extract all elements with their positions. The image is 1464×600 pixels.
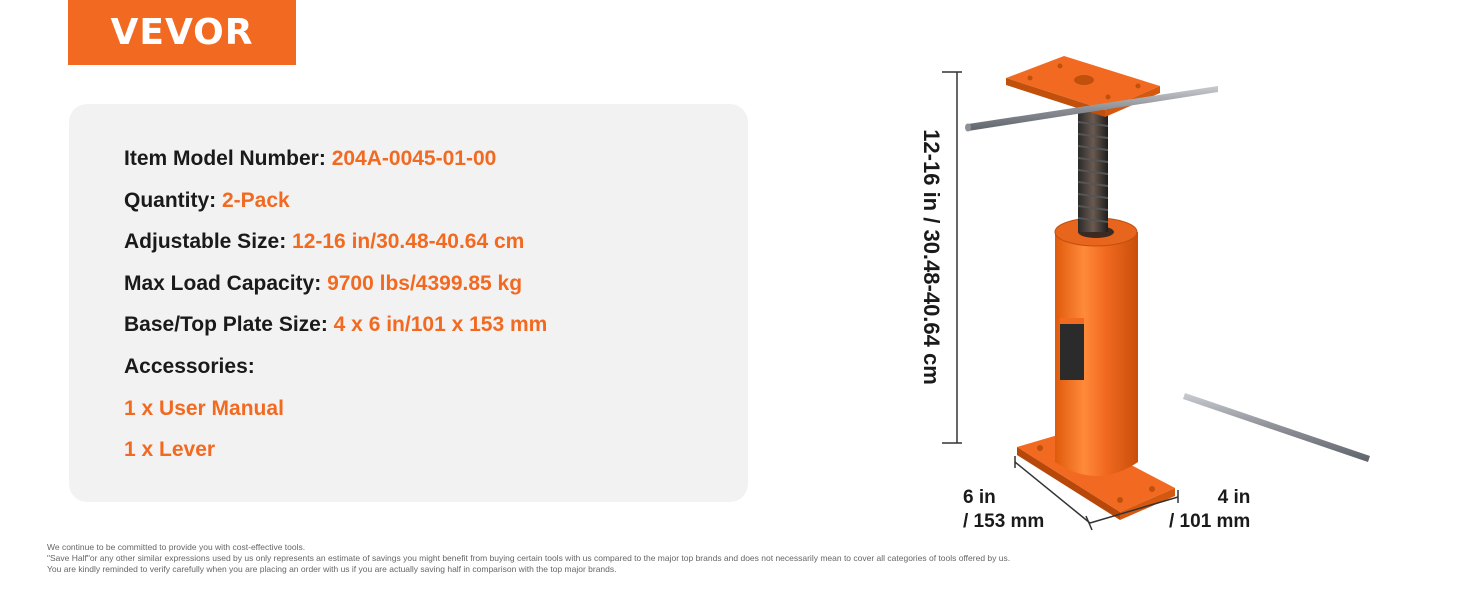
spec-plate-size: Base/Top Plate Size: 4 x 6 in/101 x 153 …	[124, 312, 547, 354]
label-plate	[1060, 318, 1084, 380]
length-inches: 6 in	[963, 487, 996, 508]
accessory-lever: 1 x Lever	[124, 438, 216, 462]
spec-max-load: Max Load Capacity: 9700 lbs/4399.85 kg	[124, 271, 547, 313]
disclaimer-footer: We continue to be committed to provide y…	[47, 542, 1010, 575]
footer-line: You are kindly reminded to verify carefu…	[47, 564, 617, 574]
loose-lever-rod	[1183, 393, 1370, 462]
accessories-heading: Accessories:	[124, 354, 255, 378]
accessory-user-manual: 1 x User Manual	[124, 396, 284, 420]
spec-label: Max Load Capacity:	[124, 271, 328, 295]
footer-line: We continue to be committed to provide y…	[47, 542, 306, 552]
specifications-card: Item Model Number: 204A-0045-01-00 Quant…	[69, 104, 748, 502]
length-dimension-label: 6 in / 153 mm	[963, 486, 1044, 534]
spec-list: Item Model Number: 204A-0045-01-00 Quant…	[124, 146, 547, 479]
spec-value: 4 x 6 in/101 x 153 mm	[333, 313, 548, 337]
width-dimension-label: 4 in / 101 mm	[1169, 486, 1250, 534]
spec-model-number: Item Model Number: 204A-0045-01-00	[124, 146, 547, 188]
spec-value: 9700 lbs/4399.85 kg	[327, 271, 523, 295]
spec-label: Adjustable Size:	[124, 230, 293, 254]
width-inches: 4 in	[1217, 487, 1251, 508]
spec-label: Base/Top Plate Size:	[124, 313, 334, 337]
spec-value: 12-16 in/30.48-40.64 cm	[292, 230, 525, 254]
spec-value: 204A-0045-01-00	[331, 147, 497, 170]
height-dimension-line	[942, 71, 962, 444]
spec-adjustable-size: Adjustable Size: 12-16 in/30.48-40.64 cm	[124, 229, 547, 271]
spec-value: 2-Pack	[222, 188, 290, 212]
lever-rod-installed	[965, 86, 1218, 132]
height-dimension-label: 12-16 in / 30.48-40.64 cm	[919, 129, 944, 385]
spec-label: Quantity:	[124, 188, 222, 212]
main-tube	[1054, 217, 1138, 476]
length-mm: / 153 mm	[963, 511, 1045, 532]
footer-line: "Save Half"or any other similar expressi…	[47, 553, 1011, 563]
width-mm: / 101 mm	[1169, 511, 1251, 532]
plate-dimension-lines	[1014, 456, 1179, 531]
vevor-logo: VEVOR	[68, 0, 296, 65]
spec-label: Item Model Number:	[124, 147, 332, 170]
spec-quantity: Quantity: 2-Pack	[124, 188, 547, 230]
threaded-screw	[1077, 110, 1109, 232]
